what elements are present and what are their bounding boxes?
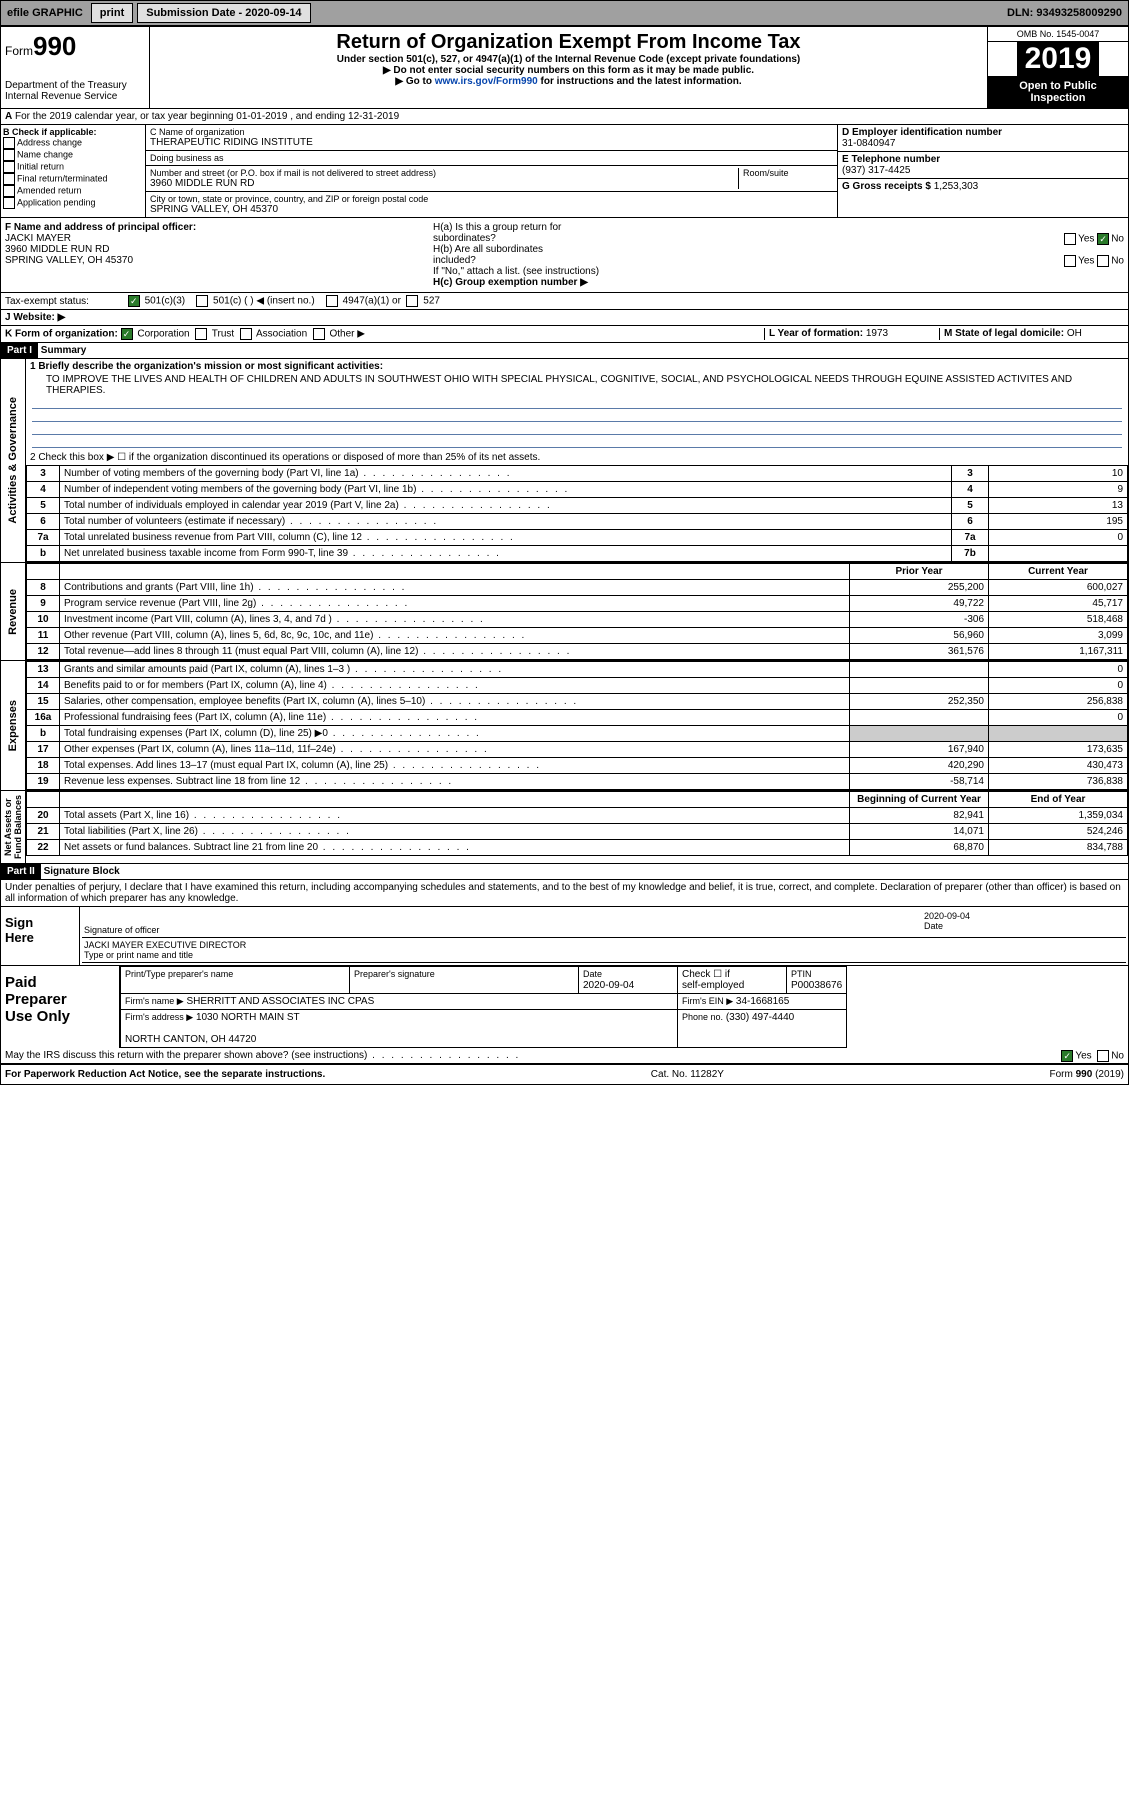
header-row: Form990 Department of the Treasury Inter… (1, 27, 1128, 109)
subtitle-2: ▶ Do not enter social security numbers o… (154, 65, 983, 76)
rule-line (32, 424, 1122, 435)
tax-year: 2019 (1017, 42, 1100, 76)
discuss-row: May the IRS discuss this return with the… (1, 1048, 1128, 1064)
gross-receipts: 1,253,303 (934, 181, 979, 192)
preparer-table: Print/Type preparer's name Preparer's si… (120, 966, 847, 1048)
org-address: 3960 MIDDLE RUN RD (150, 178, 738, 189)
chk-501c[interactable] (196, 295, 208, 307)
state-domicile: OH (1067, 328, 1082, 339)
chk-name[interactable] (3, 149, 15, 161)
firm-name: SHERRITT AND ASSOCIATES INC CPAS (186, 996, 374, 1007)
chk-trust[interactable] (195, 328, 207, 340)
discuss-no[interactable] (1097, 1050, 1109, 1062)
dln: DLN: 93493258009290 (1001, 5, 1128, 21)
hb-no[interactable] (1097, 255, 1109, 267)
topbar: efile GRAPHIC print Submission Date - 20… (0, 0, 1129, 26)
subtitle-3: ▶ Go to www.irs.gov/Form990 for instruct… (154, 76, 983, 87)
revenue: Revenue Prior YearCurrent Year8Contribut… (1, 563, 1128, 661)
expenses: Expenses 13Grants and similar amounts pa… (1, 661, 1128, 791)
telephone: (937) 317-4425 (842, 165, 1124, 176)
side-exp: Expenses (5, 696, 21, 755)
sign-here: Sign Here Signature of officer 2020-09-0… (1, 906, 1128, 965)
chk-assoc[interactable] (240, 328, 252, 340)
efile-label: efile GRAPHIC (1, 5, 89, 21)
officer-addr: 3960 MIDDLE RUN RD SPRING VALLEY, OH 453… (5, 244, 425, 266)
year-formation: 1973 (866, 328, 888, 339)
officer-sig-name: JACKI MAYER EXECUTIVE DIRECTOR (84, 940, 1124, 950)
part-i-hdr: Part I Summary (1, 343, 1128, 359)
form-title: Return of Organization Exempt From Incom… (154, 31, 983, 54)
activities-governance: Activities & Governance 1 Briefly descri… (1, 359, 1128, 563)
mission: TO IMPROVE THE LIVES AND HEALTH OF CHILD… (26, 374, 1128, 396)
submission-date: Submission Date - 2020-09-14 (137, 3, 310, 23)
net-assets: Net Assets or Fund Balances Beginning of… (1, 791, 1128, 864)
ha-no[interactable]: ✓ (1097, 233, 1109, 245)
org-city: SPRING VALLEY, OH 45370 (150, 204, 833, 215)
discuss-yes[interactable]: ✓ (1061, 1050, 1073, 1062)
website-row: J Website: ▶ (1, 310, 1128, 326)
rule-line (32, 437, 1122, 448)
k-l-m-row: K Form of organization: ✓ Corporation Tr… (1, 326, 1128, 343)
rule-line (32, 398, 1122, 409)
chk-address[interactable] (3, 137, 15, 149)
part-ii-hdr: Part II Signature Block (1, 864, 1128, 880)
col-h: H(a) Is this a group return for subordin… (429, 218, 1128, 292)
col-de: D Employer identification number31-08409… (837, 125, 1128, 217)
ein: 31-0840947 (842, 138, 1124, 149)
firm-ein: 34-1668165 (736, 996, 789, 1007)
col-c: C Name of organizationTHERAPEUTIC RIDING… (146, 125, 837, 217)
omb-number: OMB No. 1545-0047 (988, 27, 1128, 42)
ptin: P00038676 (791, 980, 842, 991)
chk-501c3[interactable]: ✓ (128, 295, 140, 307)
chk-4947[interactable] (326, 295, 338, 307)
hb-yes[interactable] (1064, 255, 1076, 267)
section-b-c-d: B Check if applicable: Address change Na… (1, 125, 1128, 218)
open-public: Open to Public Inspection (988, 76, 1128, 108)
side-rev: Revenue (5, 585, 21, 639)
declaration: Under penalties of perjury, I declare th… (1, 880, 1128, 906)
exp-table: 13Grants and similar amounts paid (Part … (26, 661, 1128, 790)
officer-name: JACKI MAYER (5, 233, 425, 244)
side-ag: Activities & Governance (5, 393, 21, 528)
print-button[interactable]: print (91, 3, 133, 23)
col-b: B Check if applicable: Address change Na… (1, 125, 146, 217)
paid-preparer: Paid Preparer Use Only Print/Type prepar… (1, 965, 1128, 1048)
chk-final[interactable] (3, 173, 15, 185)
header-right: OMB No. 1545-0047 2019 Open to Public In… (987, 27, 1128, 108)
rev-table: Prior YearCurrent Year8Contributions and… (26, 563, 1128, 660)
header-center: Return of Organization Exempt From Incom… (150, 27, 987, 108)
footer: For Paperwork Reduction Act Notice, see … (1, 1064, 1128, 1084)
chk-527[interactable] (406, 295, 418, 307)
rule-line (32, 411, 1122, 422)
side-na: Net Assets or Fund Balances (1, 791, 25, 863)
org-name: THERAPEUTIC RIDING INSTITUTE (150, 137, 833, 148)
ha-yes[interactable] (1064, 233, 1076, 245)
chk-pending[interactable] (3, 197, 15, 209)
chk-initial[interactable] (3, 161, 15, 173)
section-f-h: F Name and address of principal officer:… (1, 218, 1128, 293)
irs-link[interactable]: www.irs.gov/Form990 (435, 76, 538, 87)
header-left: Form990 Department of the Treasury Inter… (1, 27, 150, 108)
line-a: A For the 2019 calendar year, or tax yea… (1, 109, 1128, 125)
chk-amended[interactable] (3, 185, 15, 197)
firm-phone: (330) 497-4440 (726, 1012, 794, 1023)
tax-exempt-row: Tax-exempt status: ✓ 501(c)(3) 501(c) ( … (1, 293, 1128, 310)
chk-other[interactable] (313, 328, 325, 340)
col-f: F Name and address of principal officer:… (1, 218, 429, 292)
subtitle-1: Under section 501(c), 527, or 4947(a)(1)… (154, 54, 983, 65)
dept-treasury: Department of the Treasury Internal Reve… (5, 80, 145, 102)
form-990: Form990 Department of the Treasury Inter… (0, 26, 1129, 1085)
ag-table: 3Number of voting members of the governi… (26, 465, 1128, 562)
chk-corp[interactable]: ✓ (121, 328, 133, 340)
na-table: Beginning of Current YearEnd of Year20To… (26, 791, 1128, 856)
